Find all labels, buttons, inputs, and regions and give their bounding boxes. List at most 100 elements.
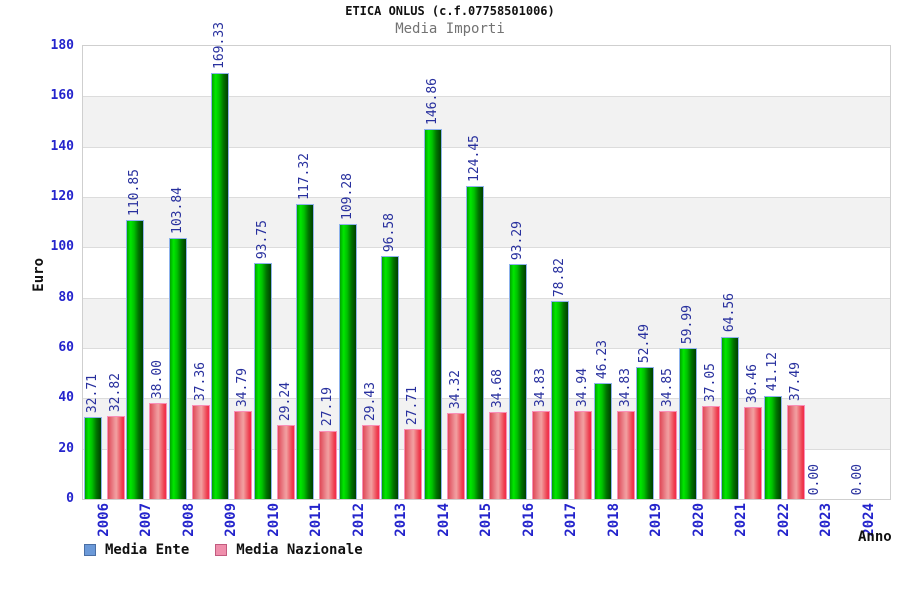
bar-value-label: 32.82 [108, 373, 123, 413]
bar-media-nazionale [404, 429, 423, 499]
bar-media-nazionale [191, 404, 210, 499]
grid-band [83, 146, 890, 197]
bar-media-nazionale [659, 411, 678, 499]
bar-media-ente [253, 263, 272, 499]
bar-media-ente [296, 203, 315, 499]
bar-media-nazionale [446, 412, 465, 499]
legend-swatch-media-ente [84, 544, 96, 556]
bar-value-label: 46.23 [594, 339, 610, 379]
bar-media-nazionale [276, 425, 295, 499]
bar-value-label: 124.45 [467, 134, 483, 182]
bar-value-label: 29.24 [277, 382, 293, 422]
bar-media-ente [211, 72, 230, 499]
legend-item: Media Ente [84, 542, 189, 558]
bar-value-label: 34.83 [617, 368, 633, 408]
grid-band [83, 96, 890, 147]
bar-media-ente [126, 220, 145, 499]
x-tick-label: 2011 [308, 503, 325, 537]
y-tick-label: 20 [58, 440, 74, 456]
bar-media-ente [678, 348, 697, 499]
bar-value-label: 93.29 [509, 221, 525, 261]
bar-media-nazionale [234, 411, 253, 499]
bar-value-label: 59.99 [679, 304, 695, 345]
bar-media-nazionale [701, 405, 720, 499]
x-tick-label: 2015 [478, 503, 495, 537]
x-tick-label: 2008 [180, 503, 197, 537]
plot-area: 32.71 32.82 110.85 38.00 103.84 37.36 169.33 34… [82, 22, 891, 500]
bar-value-label: 34.79 [235, 368, 251, 408]
bar-media-nazionale [107, 416, 125, 499]
legend: Media Ente Media Nazionale [84, 542, 379, 558]
bar-media-nazionale [531, 411, 550, 499]
x-tick-label: 2010 [265, 503, 282, 537]
bar-media-ente [508, 264, 527, 499]
bar-media-ente [381, 255, 400, 499]
bar-media-ente [763, 395, 782, 499]
grid-band [83, 197, 890, 248]
bar-media-nazionale [786, 404, 805, 499]
x-tick-label: 2006 [96, 503, 112, 537]
x-axis: 2006 2007 2008 2009 2010 2011 2012 2013 2014 2015… [83, 503, 890, 547]
bar-value-label: 110.85 [127, 169, 143, 217]
grid-band [83, 46, 890, 97]
bar-value-label: 41.12 [764, 352, 780, 392]
bar-media-ente [168, 237, 187, 499]
x-tick-label: 2017 [563, 503, 580, 537]
x-tick-label: 2012 [350, 503, 367, 537]
y-tick-label: 0 [66, 491, 74, 506]
x-tick-label: 2007 [138, 503, 155, 537]
bar-value-label: 103.84 [169, 186, 185, 234]
bar-media-nazionale [574, 411, 593, 499]
bar-media-ente [551, 300, 570, 499]
bar-value-label: 37.05 [702, 362, 718, 402]
x-tick-label: 2021 [733, 503, 750, 537]
bar-value-label: 146.86 [424, 78, 440, 126]
bar-media-ente [593, 382, 612, 499]
bar-media-nazionale [489, 411, 508, 499]
bar-value-label: 34.94 [575, 367, 591, 408]
bar-media-ente [338, 223, 357, 499]
bar-value-label: 52.49 [637, 323, 653, 363]
x-axis-title: Anno [858, 529, 892, 545]
bar-value-label: 117.32 [297, 152, 313, 200]
y-tick-label: 100 [50, 239, 74, 255]
chart-subtitle: Media Importi [395, 21, 505, 37]
bar-value-label: 78.82 [552, 257, 568, 297]
y-tick-label: 160 [50, 88, 74, 104]
chart-title: ETICA ONLUS (c.f.07758501006) [345, 4, 555, 18]
x-tick-label: 2009 [223, 503, 240, 537]
bar-value-label: 37.36 [192, 361, 208, 401]
bar-value-label: 27.19 [320, 387, 336, 427]
x-tick-label: 2020 [690, 503, 707, 537]
legend-swatch-media-nazionale [215, 544, 228, 556]
bar-media-ente [84, 416, 102, 499]
bar-value-label: 0.00 [807, 463, 823, 495]
bar-value-label: 38.00 [150, 360, 166, 400]
grid-band [83, 297, 890, 348]
bar-value-label: 34.83 [532, 368, 548, 408]
bar-value-label: 64.56 [722, 293, 738, 333]
legend-label: Media Nazionale [236, 542, 363, 558]
x-tick-label: 2019 [648, 503, 665, 537]
legend-label: Media Ente [105, 542, 190, 558]
bar-media-ente [721, 336, 740, 499]
bar-value-label: 32.71 [85, 373, 100, 413]
bar-value-label: 34.68 [490, 368, 506, 408]
y-tick-label: 40 [58, 390, 74, 406]
y-axis: 0 20 40 60 80 100 120 140 160 180 [0, 38, 74, 506]
x-tick-label: 2016 [520, 503, 537, 537]
bar-media-nazionale [319, 430, 338, 499]
bar-value-label: 29.43 [362, 381, 378, 421]
bar-value-label: 0.00 [849, 463, 865, 495]
bar-media-nazionale [361, 424, 380, 499]
bar-value-label: 27.71 [405, 386, 421, 426]
bar-value-label: 169.33 [212, 21, 228, 69]
bar-value-label: 109.28 [339, 173, 355, 220]
bar-media-ente [466, 185, 485, 499]
bar-media-ente [636, 366, 655, 499]
y-tick-label: 80 [58, 289, 74, 305]
y-tick-label: 180 [50, 38, 74, 53]
y-tick-label: 140 [50, 138, 74, 154]
bar-media-nazionale [149, 403, 168, 499]
grid-band [83, 247, 890, 298]
